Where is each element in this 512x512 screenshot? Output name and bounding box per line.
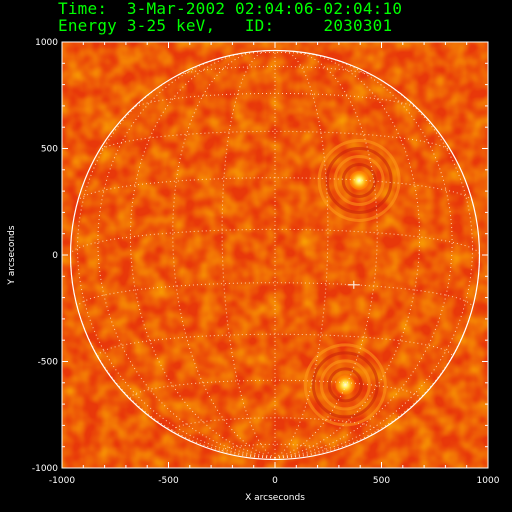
axis-ticks: -1000 -500 0 500 1000 -1000 -500 0 500 1000 (32, 38, 500, 486)
source-core (333, 372, 358, 397)
source-ring (341, 162, 377, 198)
latitude-line (221, 443, 329, 451)
y-tick-label: -1000 (32, 464, 58, 474)
image-texture (62, 42, 488, 468)
longitude-line (274, 52, 421, 459)
longitude-line (70, 254, 276, 459)
north-source (317, 138, 401, 222)
south-source (303, 343, 387, 427)
source-ring (325, 146, 393, 214)
solar-limb (69, 49, 481, 461)
heliographic-grid (70, 50, 480, 459)
source-layer (303, 138, 401, 427)
x-tick-label: 500 (373, 476, 390, 486)
source-ring (333, 154, 385, 206)
y-tick-label: 500 (41, 145, 58, 155)
y-tick-label: 1000 (35, 38, 58, 48)
y-axis-label: Y arcseconds (7, 225, 17, 285)
longitude-line (76, 72, 276, 459)
observation-time-label: Time: 3-Mar-2002 02:04:06-02:04:10 (58, 0, 403, 18)
latitude-line (175, 66, 375, 77)
image-area (62, 42, 488, 468)
x-axis-label: X arcseconds (245, 493, 305, 503)
longitude-line (274, 50, 378, 459)
y-tick-label: 0 (52, 251, 58, 261)
source-ring (303, 343, 387, 427)
source-ring (311, 351, 379, 419)
source-ring (327, 367, 363, 403)
energy-id-label: Energy 3-25 keV, ID: 2030301 (58, 16, 393, 35)
x-tick-label: -500 (158, 476, 179, 486)
longitude-line (129, 52, 276, 459)
longitude-line (274, 254, 480, 459)
longitude-line (172, 50, 276, 459)
x-tick-label: -1000 (49, 476, 75, 486)
x-tick-label: 0 (272, 476, 278, 486)
source-ring (319, 359, 371, 411)
longitude-line (274, 72, 474, 459)
x-tick-label: 1000 (477, 476, 500, 486)
y-tick-label: -500 (38, 358, 59, 368)
source-core (347, 168, 372, 193)
source-ring (317, 138, 401, 222)
